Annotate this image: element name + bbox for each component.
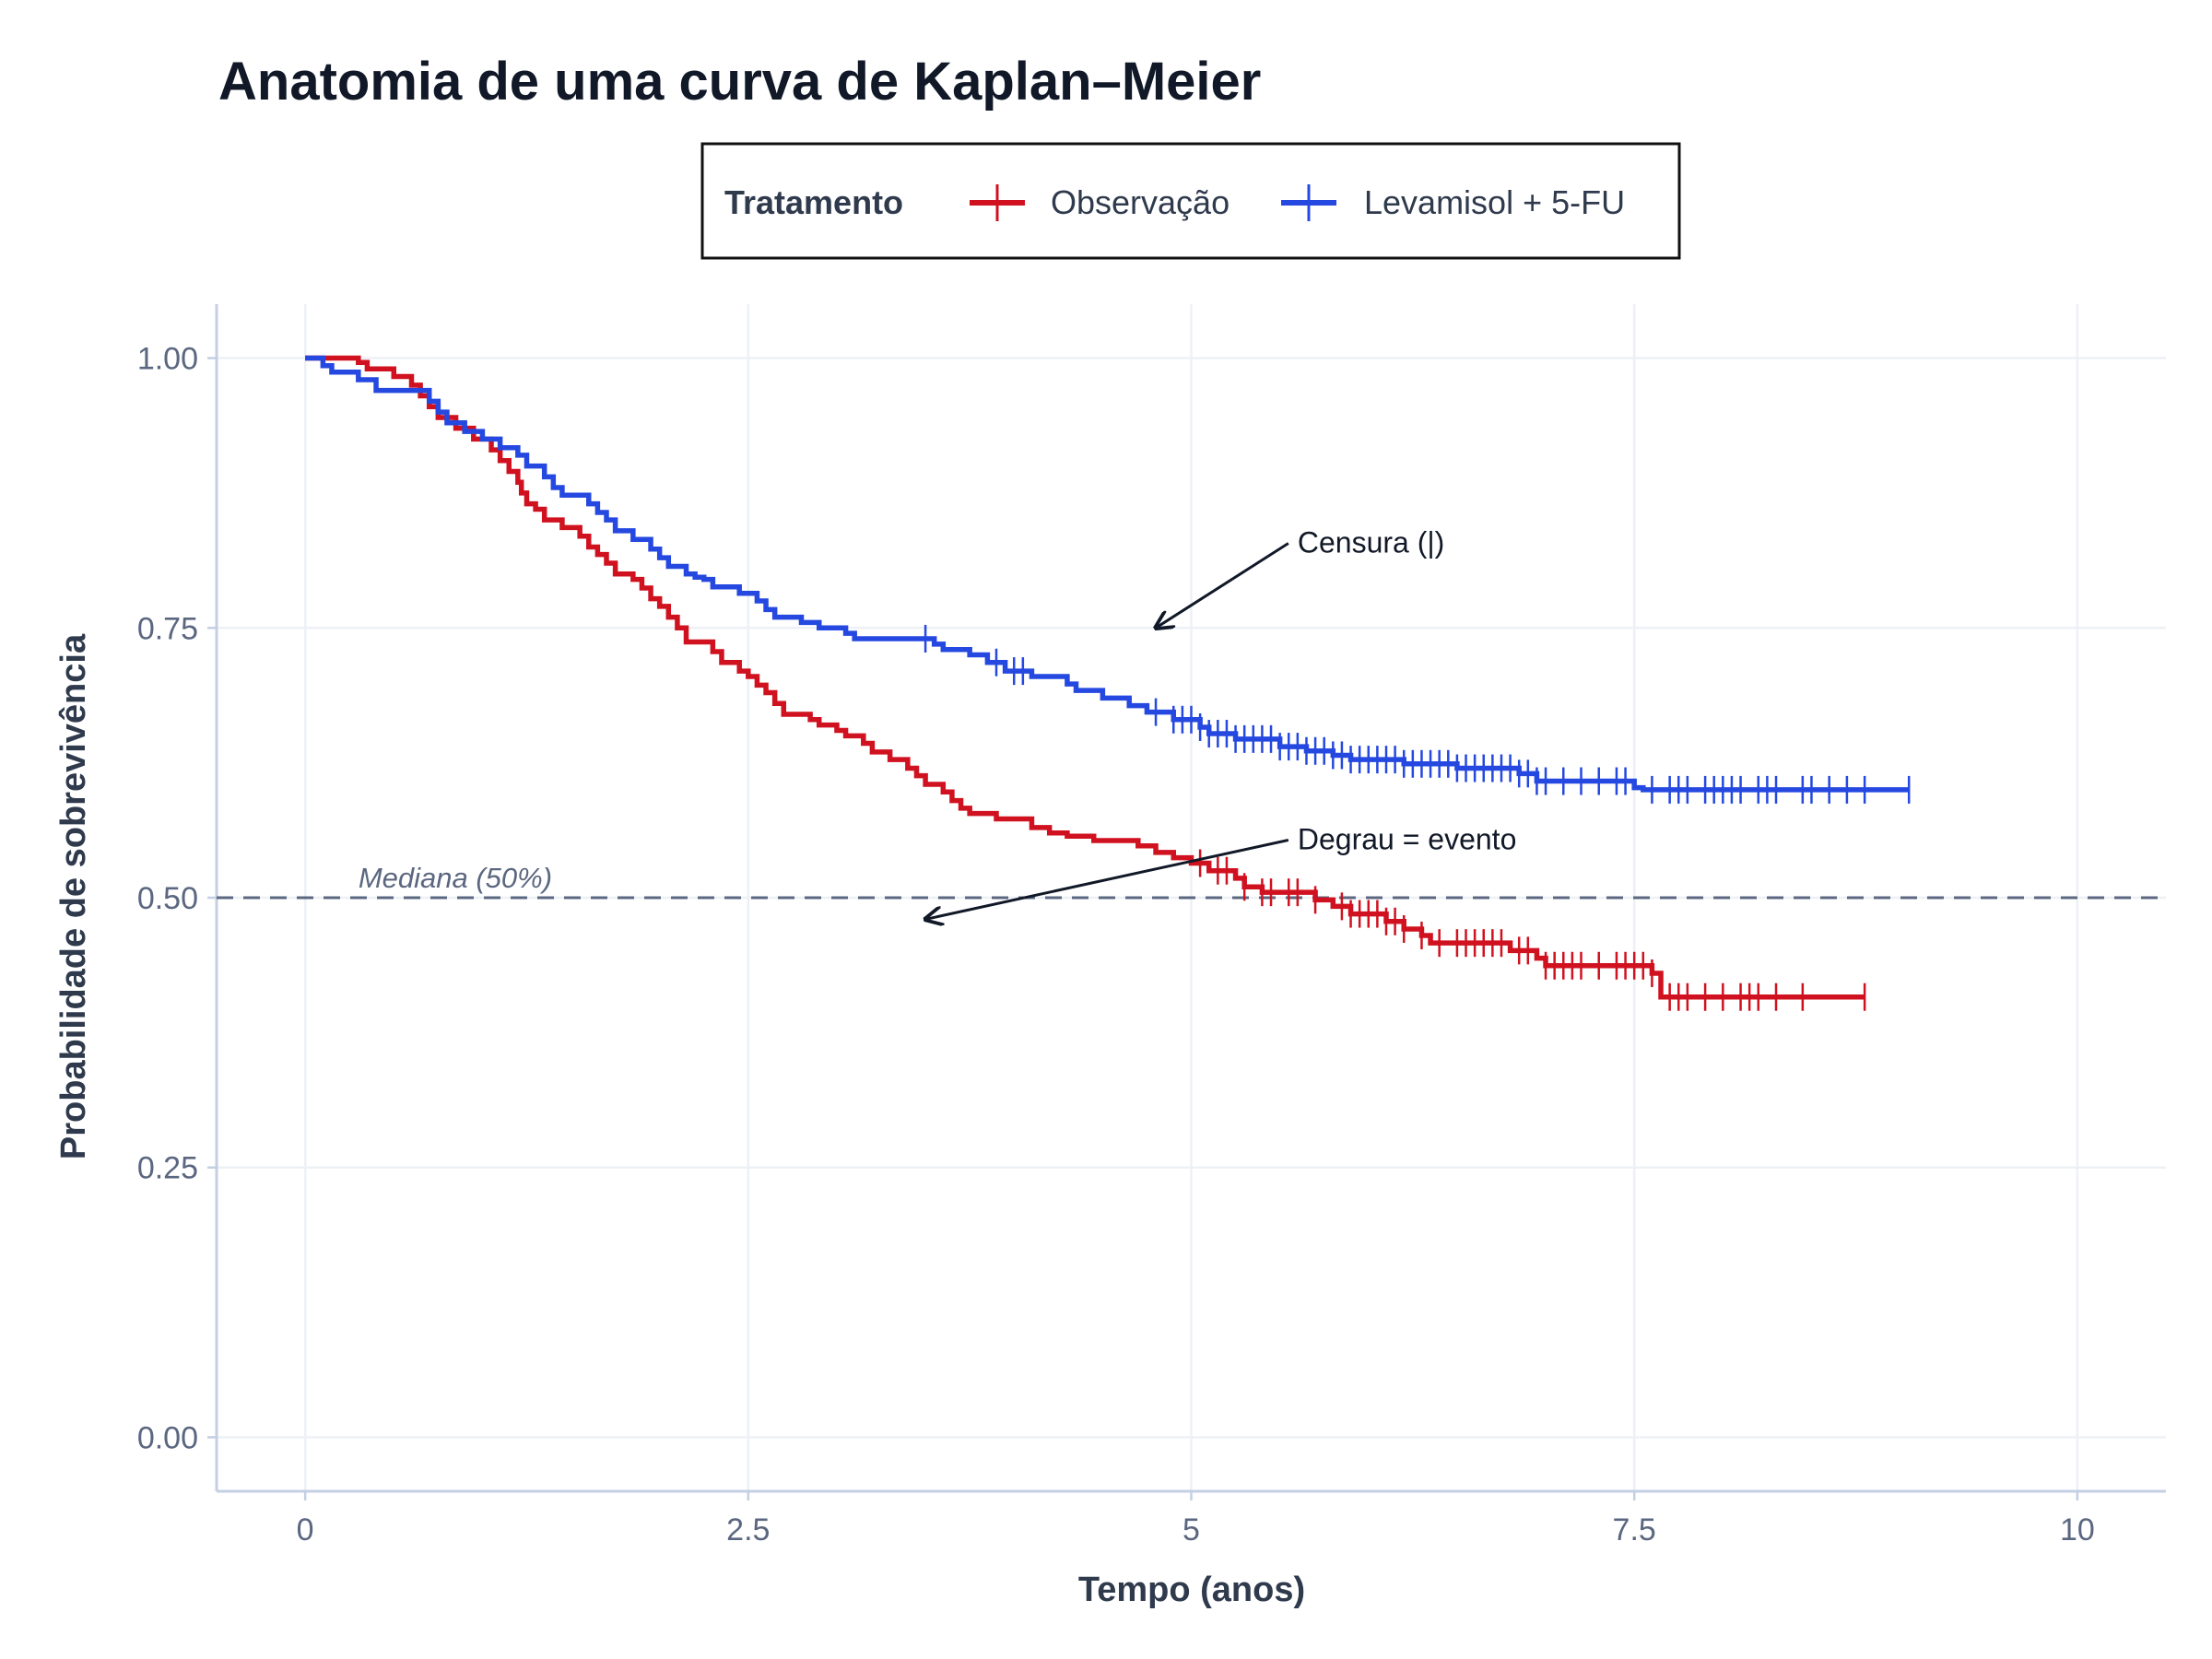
annotation-censura-arrow <box>1156 542 1289 628</box>
annotation-censura-label: Censura (|) <box>1298 525 1444 559</box>
x-tick-label: 7.5 <box>1613 1512 1656 1547</box>
legend-swatch-levamisol <box>1281 184 1336 221</box>
median-label: Mediana (50%) <box>359 862 552 894</box>
x-tick-label: 10 <box>2060 1512 2095 1547</box>
annotation-degrau-arrow <box>925 838 1289 919</box>
x-tick-label: 5 <box>1182 1512 1200 1547</box>
legend-label-observacao: Observação <box>1051 183 1230 221</box>
series-layer <box>305 355 1911 1011</box>
median-reference: Mediana (50%) <box>217 862 2166 900</box>
series-levamisol <box>305 355 1911 804</box>
legend-label-levamisol: Levamisol + 5-FU <box>1364 183 1625 221</box>
legend-box <box>700 142 1681 260</box>
tick-labels: 0 2.5 5 7.5 10 0.00 0.25 0.50 0.75 1.00 <box>137 342 2095 1547</box>
chart-title: Anatomia de uma curva de Kaplan–Meier <box>218 52 1261 112</box>
y-tick-label: 0.25 <box>137 1151 198 1186</box>
x-tick-label: 0 <box>297 1512 314 1547</box>
y-axis-title: Probabilidade de sobrevivência <box>54 633 93 1159</box>
x-axis-title: Tempo (anos) <box>1078 1571 1305 1609</box>
y-tick-label: 1.00 <box>137 342 198 377</box>
legend-title: Tratamento <box>724 183 903 221</box>
survival-curve <box>305 355 1910 793</box>
annotations: Censura (|) Degrau = evento <box>925 525 1516 919</box>
y-tick-label: 0.00 <box>137 1420 198 1455</box>
y-tick-label: 0.75 <box>137 611 198 646</box>
y-tick-label: 0.50 <box>137 881 198 916</box>
survival-curve <box>305 355 1865 1000</box>
legend-swatch-observacao <box>970 184 1025 221</box>
x-tick-label: 2.5 <box>726 1512 770 1547</box>
legend: Tratamento Observação Levamisol + 5-FU <box>700 142 1681 260</box>
series-observacao <box>305 355 1866 1011</box>
annotation-degrau-label: Degrau = evento <box>1298 822 1517 855</box>
